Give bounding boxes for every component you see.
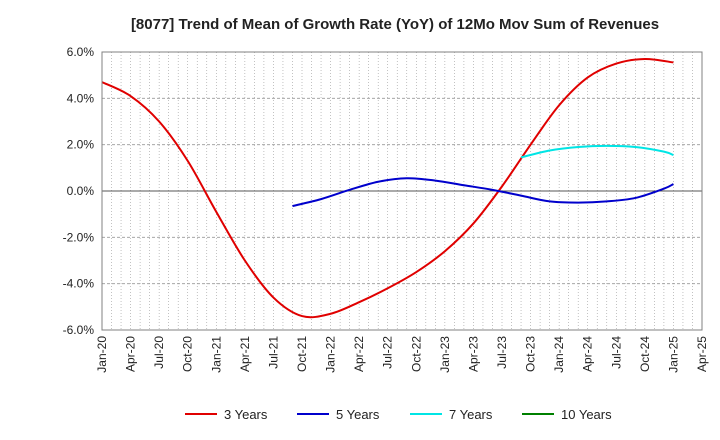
x-tick-label: Apr-22 [352,336,366,372]
x-tick-label: Oct-24 [638,336,652,372]
x-tick-label: Oct-23 [524,336,538,372]
x-tick-label: Jul-20 [152,336,166,369]
x-tick-label: Jul-24 [609,336,623,369]
x-tick-label: Jan-20 [95,336,109,373]
y-tick-label: 0.0% [67,184,95,198]
x-tick-label: Jan-23 [438,336,452,373]
x-tick-label: Jan-21 [209,336,223,373]
x-tick-label: Oct-20 [181,336,195,372]
chart-title: [8077] Trend of Mean of Growth Rate (YoY… [131,16,659,33]
grid [102,52,702,330]
legend-label-7-years: 7 Years [449,407,493,422]
legend: 3 Years 5 Years 7 Years 10 Years [185,407,612,422]
x-tick-label: Apr-25 [695,336,709,372]
y-tick-label: -2.0% [63,230,95,244]
legend-label-10-years: 10 Years [561,407,612,422]
x-tick-label: Jan-22 [324,336,338,373]
y-tick-label: -4.0% [63,277,95,291]
y-tick-label: -6.0% [63,323,95,337]
x-tick-label: Jul-22 [381,336,395,369]
x-axis: Jan-20 Apr-20 Jul-20 Oct-20 Jan-21 Apr-21 Jul-… [95,336,709,373]
x-tick-label: Jul-21 [266,336,280,369]
legend-label-3-years: 3 Years [224,407,268,422]
x-tick-label: Jan-25 [666,336,680,373]
x-tick-label: Jan-24 [552,336,566,373]
series-line-5-years [292,177,674,208]
y-tick-label: 4.0% [67,91,95,105]
x-tick-label: Apr-23 [466,336,480,372]
plot-frame [101,51,703,331]
series-line-3-years [101,57,674,319]
plot-series [101,57,674,319]
x-tick-label: Jul-23 [495,336,509,369]
x-tick-label: Oct-22 [409,336,423,372]
y-tick-label: 6.0% [67,45,95,59]
x-tick-label: Oct-21 [295,336,309,372]
series-line-7-years [520,144,674,159]
y-axis: 6.0% 4.0% 2.0% 0.0% -2.0% -4.0% -6.0% [63,45,95,337]
legend-label-5-years: 5 Years [336,407,380,422]
x-tick-label: Apr-21 [238,336,252,372]
y-tick-label: 2.0% [67,138,95,152]
x-tick-label: Apr-24 [581,336,595,372]
x-tick-label: Apr-20 [124,336,138,372]
